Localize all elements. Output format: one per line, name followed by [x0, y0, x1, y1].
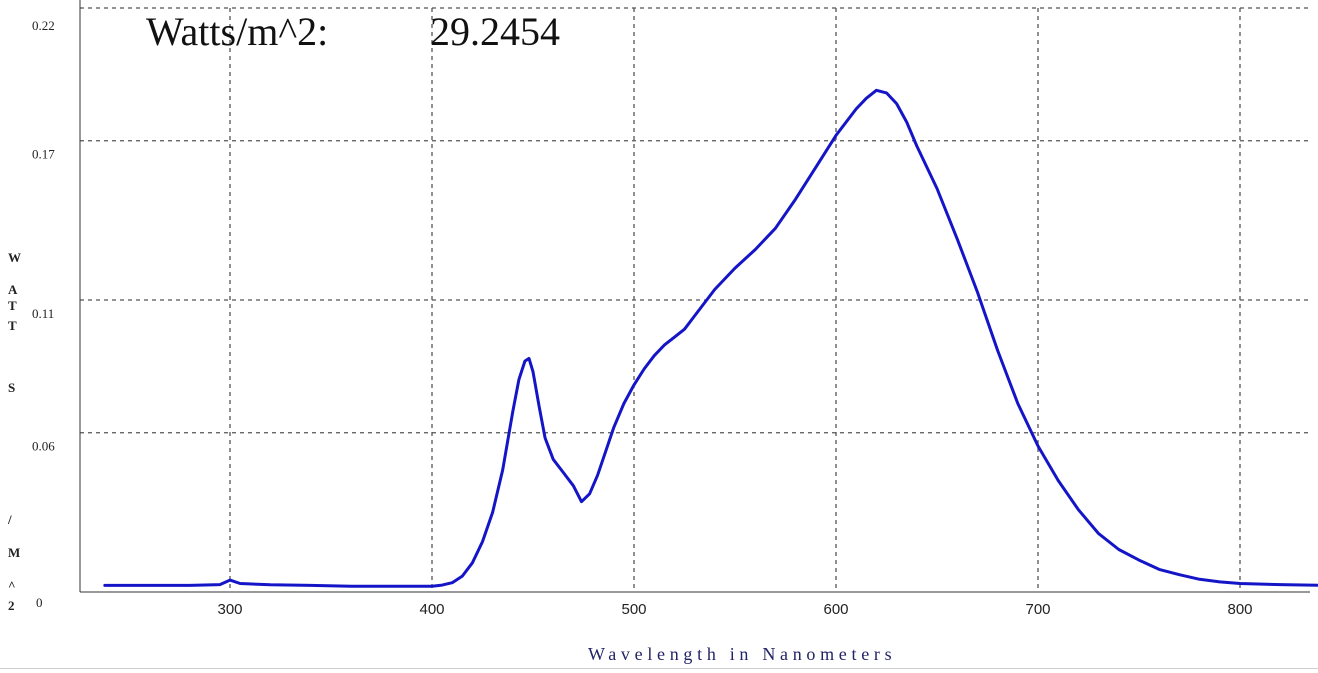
y-axis-label-letter: W — [8, 250, 21, 265]
x-tick-label: 400 — [419, 601, 444, 618]
bottom-divider — [0, 668, 1318, 669]
y-tick-label: 0.22 — [32, 18, 55, 33]
y-axis-label-letter: A — [8, 282, 18, 297]
x-tick-label: 700 — [1025, 601, 1050, 618]
y-tick-label: 0.11 — [32, 306, 54, 321]
x-tick-label: 800 — [1227, 601, 1252, 618]
y-tick-label: 0.17 — [32, 147, 55, 162]
power-readout-label: Watts/m^2: — [146, 9, 329, 54]
y-tick-label: 0 — [36, 595, 43, 610]
x-tick-label: 300 — [217, 601, 242, 618]
x-axis-label: Wavelength in Nanometers — [588, 644, 897, 664]
y-axis-label-letter: 2 — [8, 598, 15, 613]
y-axis-label-letter: S — [8, 380, 16, 395]
y-tick-label: 0.06 — [32, 439, 55, 454]
y-axis-label-letter: / — [8, 512, 12, 527]
y-axis-label-letter: ^ — [8, 578, 16, 593]
x-tick-label: 600 — [823, 601, 848, 618]
spectrum-line — [103, 88, 1318, 588]
x-tick-label: 500 — [621, 601, 646, 618]
y-axis-label-letter: T — [8, 298, 17, 313]
y-axis-label-letter: T — [8, 318, 17, 333]
power-readout-value: 29.2454 — [430, 9, 560, 54]
y-axis-label-letter: M — [8, 545, 21, 560]
